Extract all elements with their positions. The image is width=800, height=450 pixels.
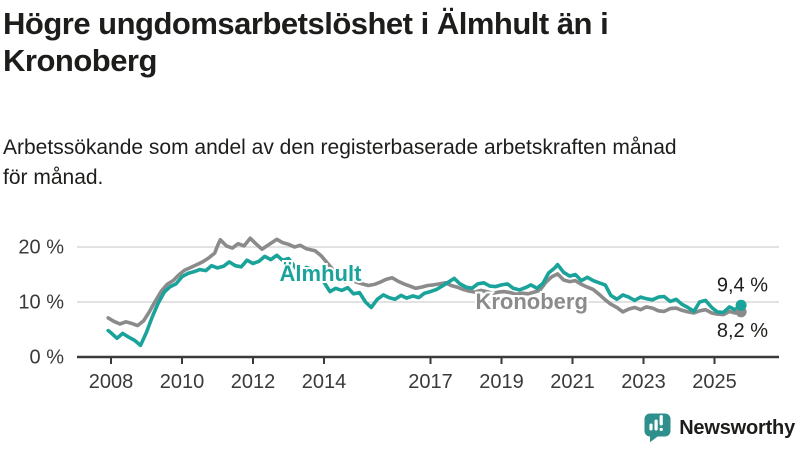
- bar-chart-speech-bubble-icon: [644, 413, 671, 443]
- page-title-line2: Kronoberg: [3, 43, 157, 78]
- x-axis-tick-label: 2021: [550, 371, 595, 393]
- x-axis-tick-label: 2017: [408, 371, 453, 393]
- page-subtitle-line1: Arbetssökande som andel av den registerb…: [3, 136, 677, 159]
- page-title-line1: Högre ungdomsarbetslöshet i Älmhult än i: [3, 6, 609, 41]
- x-axis-tick-label: 2008: [89, 371, 134, 393]
- series-line-kronoberg: [106, 236, 743, 328]
- end-value-label-kronoberg: 8,2 %: [717, 320, 768, 342]
- y-axis-tick-label: 20 %: [18, 237, 64, 259]
- x-axis-tick-label: 2014: [302, 371, 347, 393]
- page-subtitle: Arbetssökande som andel av den registerb…: [3, 133, 677, 193]
- chart-header: Högre ungdomsarbetslöshet i Älmhult än i…: [3, 5, 609, 79]
- series-label-almhult: Älmhult: [280, 261, 363, 286]
- x-axis-tick-label: 2023: [621, 371, 666, 393]
- y-axis-tick-label: 0 %: [30, 347, 65, 369]
- x-axis-tick-label: 2010: [160, 371, 205, 393]
- newsworthy-logo-text: Newsworthy: [679, 416, 795, 439]
- x-axis-tick-label: 2025: [692, 371, 737, 393]
- series-label-kronoberg: Kronoberg: [475, 289, 587, 314]
- x-axis-tick-label: 2012: [231, 371, 276, 393]
- y-axis-tick-label: 10 %: [18, 292, 64, 314]
- page-subtitle-line2: för månad.: [3, 166, 104, 189]
- series-end-dot-almhult: [735, 299, 747, 311]
- end-value-label-almhult: 9,4 %: [717, 274, 768, 296]
- x-axis-tick-label: 2019: [479, 371, 524, 393]
- series-line-almhult: [106, 253, 743, 348]
- page-title: Högre ungdomsarbetslöshet i Älmhult än i…: [3, 5, 609, 79]
- newsworthy-logo: Newsworthy: [644, 413, 795, 443]
